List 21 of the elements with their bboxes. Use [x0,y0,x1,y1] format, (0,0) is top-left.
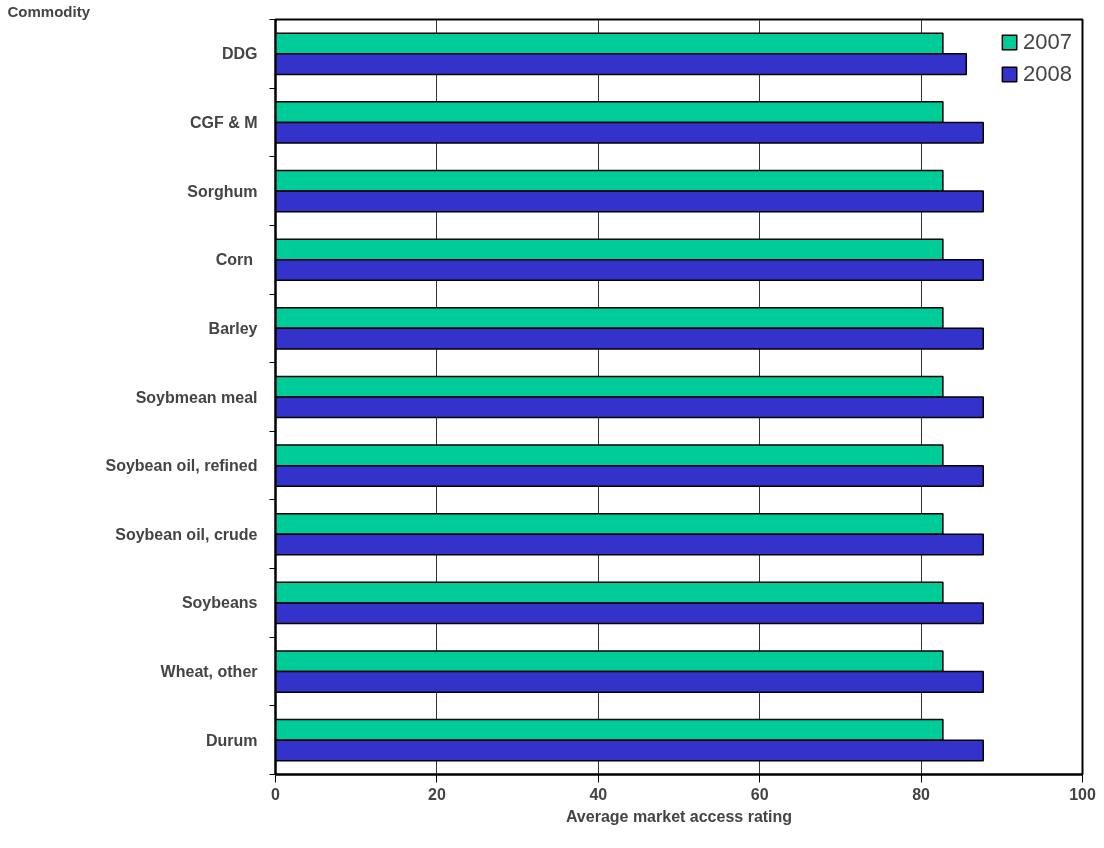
y-tick-label: Corn [215,251,254,269]
y-tick-label: Soybeans [181,594,258,612]
y-tick-label: Sorghum [187,182,258,200]
x-tick-label: 40 [589,785,608,803]
y-tick-label: Durum [205,731,258,749]
y-tick-label: Soybmean meal [135,388,258,406]
y-tick-label: Wheat, other [160,663,258,681]
y-tick-label: Barley [208,319,258,337]
y-tick-label: DDG [221,45,258,63]
legend-label: 2008 [1023,61,1072,87]
y-tick-label: Soybean oil, refined [105,457,258,475]
x-tick-label: 100 [1069,785,1096,803]
x-tick-label: 20 [428,785,446,803]
y-tick-label: Soybean oil, crude [115,525,258,543]
x-axis-title: Average market access rating [565,807,793,825]
x-tick-label: 80 [912,785,931,803]
y-axis-title: Commodity [7,2,91,20]
y-tick-label: CGF & M [189,113,258,131]
x-tick-label: 0 [271,785,281,803]
legend-label: 2007 [1023,29,1072,55]
x-tick-label: 60 [750,785,769,803]
